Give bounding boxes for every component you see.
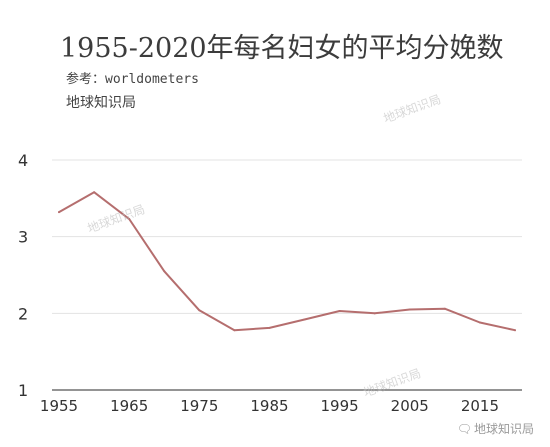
x-tick-label: 2005 [391,397,429,415]
data-point [198,309,201,312]
data-point [408,308,411,311]
corner-brand-text: 地球知识局 [473,422,534,436]
x-tick-label: 1995 [321,397,359,415]
data-point [478,321,481,324]
y-tick-label: 4 [18,151,28,170]
data-point [58,211,61,214]
data-point [373,312,376,315]
data-point [268,326,271,329]
brand-label: 地球知识局 [66,95,136,111]
y-tick-labels: 1 2 3 4 [18,151,28,400]
x-tick-labels: 1955 1965 1975 1985 1995 2005 2015 [40,397,499,415]
wechat-bubble-icon: 🗨 [456,422,472,436]
series-layer [58,191,516,332]
x-tick-label: 1955 [40,397,78,415]
series-line [58,191,516,332]
y-tick-label: 3 [18,228,28,247]
data-point [338,310,341,313]
data-point [443,307,446,310]
data-point [128,218,131,221]
data-point [233,329,236,332]
x-tick-label: 1985 [250,397,288,415]
corner-brand: 🗨 地球知识局 [457,420,534,437]
x-tick-label: 1965 [110,397,148,415]
grid-lines [52,159,522,314]
data-point [93,191,96,194]
data-point [513,329,516,332]
y-tick-label: 2 [18,304,28,323]
y-tick-label: 1 [18,381,28,400]
data-point [303,318,306,321]
x-tick-label: 1975 [180,397,218,415]
chart-title: 1955-2020年每名妇女的平均分娩数 [60,33,504,64]
x-tick-label: 2015 [461,397,499,415]
data-point [163,270,166,273]
source-note: 参考：worldometers [66,72,199,87]
